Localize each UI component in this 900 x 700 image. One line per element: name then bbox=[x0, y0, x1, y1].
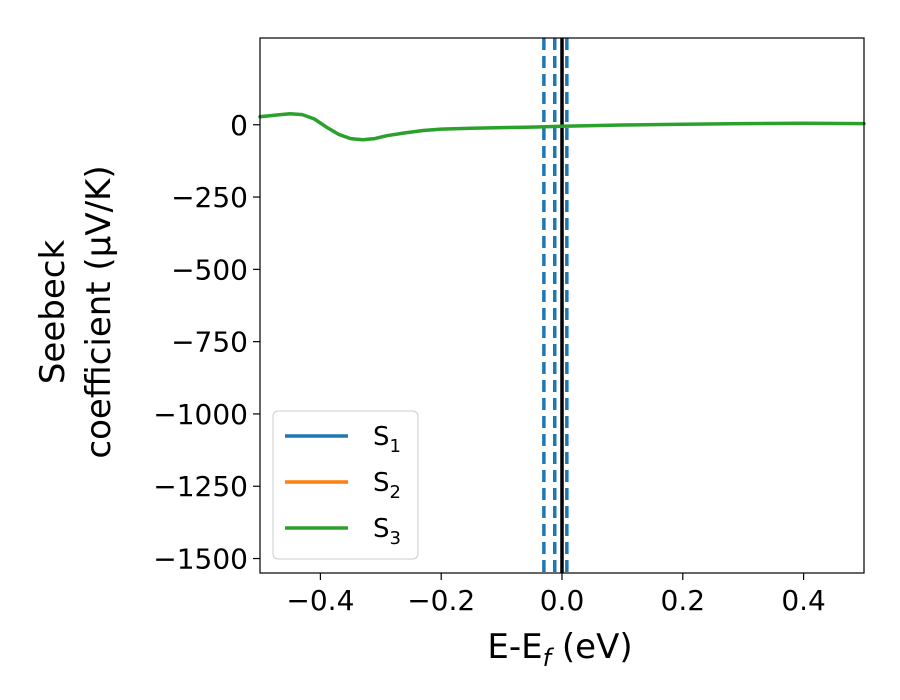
y-tick-label-1: −250 bbox=[171, 181, 248, 214]
y-tick-label-2: −500 bbox=[171, 253, 248, 286]
y-axis-label-line2: coefficient (μV/K) bbox=[79, 165, 119, 458]
legend: S1 S2 S3 bbox=[272, 410, 419, 560]
y-tick-label-6: −1500 bbox=[153, 543, 248, 576]
y-tick-label-4: −1000 bbox=[153, 398, 248, 431]
legend-label-3: S3 bbox=[373, 514, 401, 549]
y-axis-ticks: 0 −250 −500 −750 −1000 −1250 −1500 bbox=[153, 109, 260, 576]
x-tick-label-3: 0.2 bbox=[661, 584, 706, 617]
x-tick-label-0: −0.4 bbox=[286, 584, 354, 617]
x-tick-label-2: 0.0 bbox=[540, 584, 585, 617]
vertical-lines bbox=[542, 38, 569, 573]
y-axis-label-line1: Seebeck bbox=[33, 240, 73, 385]
y-axis-label: Seebeck coefficient (μV/K) bbox=[33, 165, 119, 458]
x-tick-label-4: 0.4 bbox=[781, 584, 826, 617]
x-axis-label: E-Ef (eV) bbox=[487, 627, 632, 672]
legend-label-2: S2 bbox=[373, 468, 401, 503]
x-axis-label-unit: (eV) bbox=[551, 627, 633, 667]
x-axis-label-main: E-E bbox=[487, 627, 542, 667]
series-lines bbox=[258, 112, 866, 142]
y-tick-label-5: −1250 bbox=[153, 470, 248, 503]
x-tick-label-1: −0.2 bbox=[407, 584, 475, 617]
y-tick-label-0: 0 bbox=[230, 109, 248, 142]
y-tick-label-3: −750 bbox=[171, 326, 248, 359]
series-line-3 bbox=[258, 112, 866, 142]
legend-label-1: S1 bbox=[373, 422, 401, 457]
x-axis-ticks: −0.4 −0.2 0.0 0.2 0.4 bbox=[286, 573, 826, 617]
